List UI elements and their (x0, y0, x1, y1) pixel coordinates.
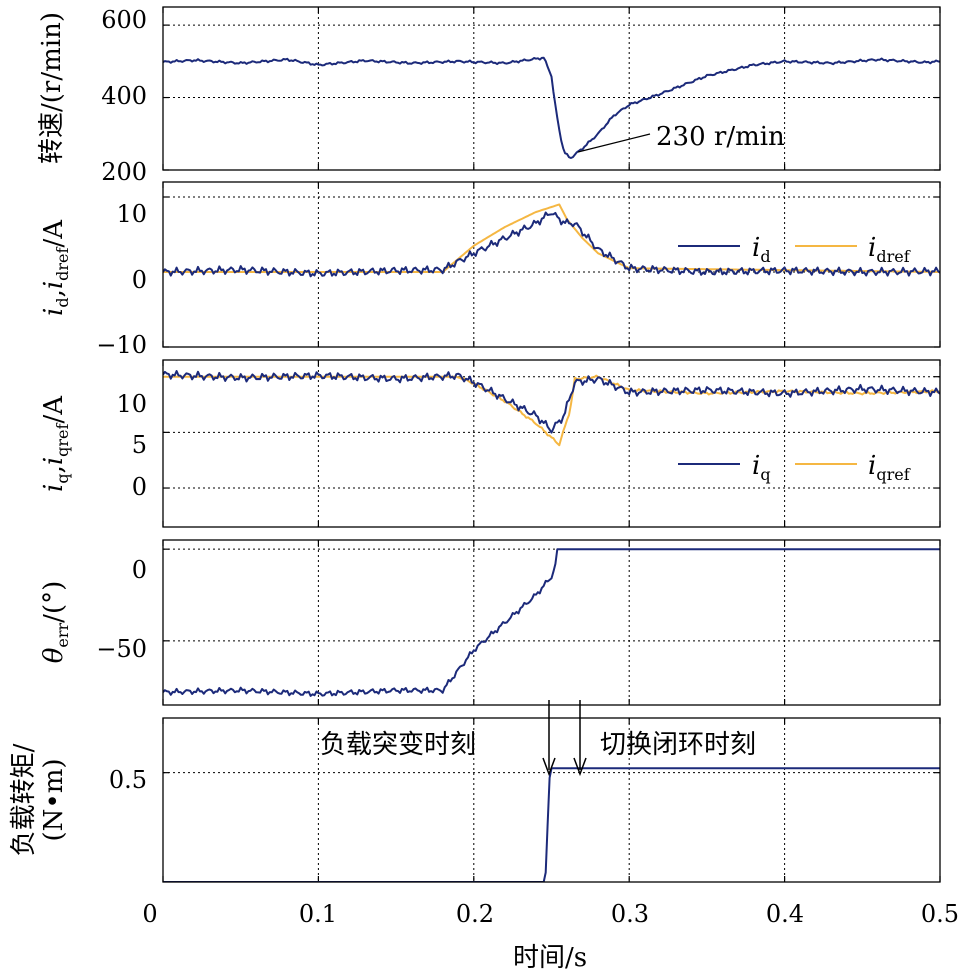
x-tick-5: 0.5 (921, 900, 959, 928)
torque-ytick-05: 0.5 (109, 766, 147, 794)
x-tick-4: 0.4 (766, 900, 804, 928)
speed-ytick-600: 600 (101, 6, 147, 34)
arrow-load-change (542, 700, 556, 777)
x-tick-labels: 0 0.1 0.2 0.3 0.4 0.5 (142, 900, 959, 928)
id-ytick-0: 0 (132, 266, 147, 294)
panel-theta (162, 539, 941, 706)
arrow-switch-closed-loop (573, 700, 587, 777)
legend-id-label: id (752, 233, 771, 266)
series-torque-0-line (163, 767, 940, 882)
panel-frame (162, 359, 941, 528)
panel-theta-yticks: −50 0 (96, 556, 147, 663)
speed-annotation: 230 r/min (656, 122, 785, 152)
legend-idref-label: idref (868, 233, 911, 266)
theta-ylabel: θerr/(°) (39, 581, 72, 663)
panel-speed-yticks: 200 400 600 (101, 6, 147, 186)
speed-ylabel: 转速/(r/min) (37, 12, 67, 164)
legend-iqref-label: iqref (868, 451, 911, 484)
iq-ytick-0: 0 (132, 473, 147, 501)
panel-frame (162, 181, 941, 348)
panel-iq-yticks: 0 5 10 (116, 390, 147, 501)
speed-annotation-leader (577, 133, 651, 153)
panel-torque-yticks: 0.5 (109, 766, 147, 794)
panel-frame (162, 717, 941, 883)
iq-legend: iq iqref (678, 451, 911, 484)
annotation-load-change: 负载突变时刻 (320, 730, 476, 760)
panel-frame (162, 6, 941, 171)
id-ylabel: id,idref/A (39, 219, 72, 316)
x-tick-1: 0.1 (299, 900, 337, 928)
id-ytick-10: 10 (116, 200, 147, 228)
panel-id-yticks: −10 0 10 (96, 200, 147, 359)
legend-iq-label: iq (752, 451, 771, 484)
id-legend: id idref (678, 233, 911, 266)
theta-ytick-neg50: −50 (96, 635, 147, 663)
series-id-idref-line (163, 203, 940, 273)
panel-iq (162, 359, 941, 528)
x-tick-3: 0.3 (611, 900, 649, 928)
iq-ylabel: iq,iqref/A (39, 395, 72, 492)
panel-frame (162, 539, 941, 706)
series-theta-0-line (163, 548, 940, 697)
x-axis-label: 时间/s (513, 943, 587, 973)
series-iq-iqref-line (163, 374, 940, 447)
series-iq-iq-line (163, 370, 940, 434)
x-tick-0: 0 (142, 900, 157, 928)
annotation-switch-closed-loop: 切换闭环时刻 (600, 730, 756, 760)
torque-ylabel-line1: 负载转矩/ (9, 743, 39, 856)
torque-ylabel-line2: (N•m) (39, 758, 69, 841)
panel-id (162, 181, 941, 348)
panel-torque (162, 717, 941, 883)
id-ytick-neg10: −10 (96, 331, 147, 359)
x-tick-2: 0.2 (456, 900, 494, 928)
theta-ytick-0: 0 (132, 556, 147, 584)
iq-ytick-5: 5 (132, 431, 147, 459)
speed-ytick-200: 200 (101, 158, 147, 186)
iq-ytick-10: 10 (116, 390, 147, 418)
plot-stack (162, 6, 941, 883)
panel-speed (162, 6, 941, 171)
speed-ytick-400: 400 (101, 82, 147, 110)
series-speed-0-line (163, 56, 940, 159)
series-id-id-line (163, 211, 940, 278)
